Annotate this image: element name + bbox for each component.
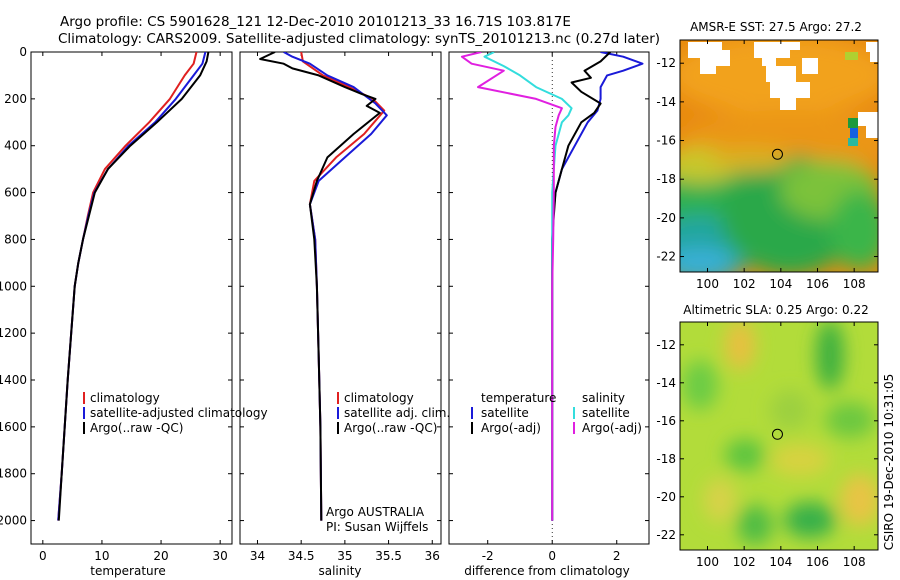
temperature-series-climatology	[57, 52, 198, 521]
salinity-x-tick-label: 35.5	[375, 549, 402, 563]
sst-map	[680, 40, 878, 272]
temperature-y-tick-label: 0	[19, 45, 27, 59]
difference-x-tick-label: 0	[548, 549, 556, 563]
legend-label-argo: Argo(..raw -QC)	[344, 421, 437, 435]
footer-stamp: CSIRO 19-Dec-2010 10:31:05	[882, 374, 896, 551]
temperature-axis-label: temperature	[90, 564, 165, 578]
legend-label-temp-satellite: satellite	[481, 406, 529, 420]
sst-map-axes	[679, 39, 879, 273]
sst-map-x-tick-label: 108	[843, 277, 866, 291]
temperature-y-tick-label: 200	[4, 92, 27, 106]
pi-annotation: PI: Susan Wijffels	[326, 520, 428, 534]
salinity-series-satellite-adj-clim	[283, 52, 388, 521]
temperature-y-tick-label: 600	[4, 186, 27, 200]
temperature-x-tick-label: 10	[94, 549, 109, 563]
temperature-y-tick-label: 800	[4, 232, 27, 246]
legend-label-climatology: climatology	[344, 391, 414, 405]
sla-map-y-tick-label: -12	[656, 338, 676, 352]
legend-label-climatology: climatology	[90, 391, 160, 405]
legend-label-sal-satellite: satellite	[582, 406, 630, 420]
figure-title-line2: Climatology: CARS2009. Satellite-adjuste…	[58, 31, 660, 47]
temperature-y-tick-label: 400	[4, 139, 27, 153]
temperature-series-group	[57, 52, 210, 521]
temperature-series-satellite-adjusted-climatology	[57, 52, 207, 521]
sst-map-x-tick-label: 106	[806, 277, 829, 291]
legend-label-satellite-adjusted: satellite-adjusted climatology	[90, 406, 268, 420]
sst-map-x-tick-label: 100	[696, 277, 719, 291]
temperature-x-tick-label: 20	[153, 549, 168, 563]
figure-title-line1: Argo profile: CS 5901628_121 12-Dec-2010…	[60, 14, 571, 30]
legend-label-argo: Argo(..raw -QC)	[90, 421, 183, 435]
difference-legend: temperature satellite Argo(-adj) salinit…	[471, 391, 642, 435]
legend-label-satellite-adj: satellite adj. clim.	[344, 406, 450, 420]
ticks-layer: 0 10 20 30020040060080010001200140016001800…	[0, 40, 878, 569]
difference-series-salinity-argo-adj	[460, 52, 563, 521]
salinity-series-group	[259, 52, 388, 521]
legend-title-salinity: salinity	[582, 391, 625, 405]
sla-map-argo-marker	[771, 428, 783, 440]
legend-label-temp-argo: Argo(-adj)	[481, 421, 541, 435]
sst-map-x-tick-label: 102	[733, 277, 756, 291]
difference-x-tick-label: -2	[482, 549, 494, 563]
temperature-y-tick-label: 1000	[0, 279, 27, 293]
salinity-legend: climatology satellite adj. clim. Argo(..…	[326, 391, 450, 534]
temperature-series-argo-raw-qc	[57, 52, 210, 521]
temperature-y-tick-label: 1200	[0, 326, 27, 340]
sst-map-argo-marker	[771, 148, 783, 160]
sst-map-y-tick-label: -12	[656, 56, 676, 70]
salinity-axis-label: salinity	[318, 564, 361, 578]
salinity-axes	[239, 51, 442, 545]
difference-x-tick-label: 2	[613, 549, 621, 563]
legend-title-temperature: temperature	[481, 391, 556, 405]
sla-map-x-tick-label: 102	[733, 555, 756, 569]
salinity-x-tick-label: 34.5	[288, 549, 315, 563]
sst-map-y-tick-label: -18	[656, 172, 676, 186]
sst-map-y-tick-label: -16	[656, 134, 676, 148]
temperature-x-tick-label: 0	[39, 549, 47, 563]
temperature-y-tick-label: 1400	[0, 373, 27, 387]
difference-series-group	[460, 52, 644, 521]
sla-map-x-tick-label: 104	[769, 555, 792, 569]
temperature-y-tick-label: 2000	[0, 514, 27, 528]
difference-axis-label: difference from climatology	[464, 564, 630, 578]
salinity-series-argo-raw-qc	[259, 52, 381, 521]
sst-map-y-tick-label: -14	[656, 95, 676, 109]
sla-map-y-tick-label: -22	[656, 528, 676, 542]
sla-map-x-tick-label: 106	[806, 555, 829, 569]
difference-series-temperature-satellite	[551, 52, 644, 521]
salinity-series-climatology	[300, 52, 386, 521]
difference-axes	[448, 51, 650, 545]
sst-map-y-tick-label: -20	[656, 211, 676, 225]
difference-series-salinity-satellite	[483, 52, 573, 521]
legend-label-sal-argo: Argo(-adj)	[582, 421, 642, 435]
temperature-legend: climatology satellite-adjusted climatolo…	[83, 391, 268, 435]
sla-map	[680, 322, 878, 550]
salinity-x-tick-label: 34	[250, 549, 265, 563]
lines-layer	[57, 52, 783, 521]
temperature-y-tick-label: 1600	[0, 420, 27, 434]
sla-map-y-tick-label: -20	[656, 490, 676, 504]
sla-map-y-tick-label: -16	[656, 414, 676, 428]
salinity-x-tick-label: 35	[337, 549, 352, 563]
sla-map-y-tick-label: -18	[656, 452, 676, 466]
sst-map-y-tick-label: -22	[656, 250, 676, 264]
temperature-x-tick-label: 30	[213, 549, 228, 563]
sla-map-title: Altimetric SLA: 0.25 Argo: 0.22	[683, 303, 868, 317]
sst-map-x-tick-label: 104	[769, 277, 792, 291]
temperature-axes	[30, 51, 233, 545]
salinity-x-tick-label: 36	[425, 549, 440, 563]
sst-map-title: AMSR-E SST: 27.5 Argo: 27.2	[690, 20, 862, 34]
sla-map-axes	[679, 321, 879, 551]
sla-map-y-tick-label: -14	[656, 376, 676, 390]
argo-centre-annotation: Argo AUSTRALIA	[326, 505, 425, 519]
sla-map-x-tick-label: 108	[843, 555, 866, 569]
sla-map-x-tick-label: 100	[696, 555, 719, 569]
temperature-y-tick-label: 1800	[0, 467, 27, 481]
